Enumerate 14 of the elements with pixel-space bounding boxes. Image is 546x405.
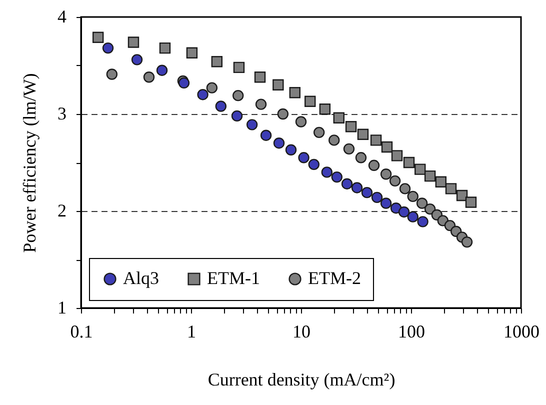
y-tick-label: 4 bbox=[58, 6, 66, 26]
legend-label: ETM-1 bbox=[207, 268, 260, 288]
x-tick-label: 100 bbox=[398, 322, 425, 342]
y-tick-label: 2 bbox=[58, 200, 66, 220]
legend-label: ETM-2 bbox=[308, 268, 361, 288]
y-axis-title: Power efficiency (lm/W) bbox=[20, 73, 40, 253]
x-tick-label: 10 bbox=[292, 322, 310, 342]
x-tick-label: 1 bbox=[187, 322, 196, 342]
y-tick-label: 3 bbox=[58, 104, 66, 124]
x-tick-label: 0.1 bbox=[70, 322, 93, 342]
x-tick-label: 1000 bbox=[504, 322, 540, 342]
legend-label: Alq3 bbox=[123, 268, 159, 288]
y-tick-label: 1 bbox=[58, 298, 66, 318]
x-axis-title: Current density (mA/cm²) bbox=[208, 370, 396, 390]
